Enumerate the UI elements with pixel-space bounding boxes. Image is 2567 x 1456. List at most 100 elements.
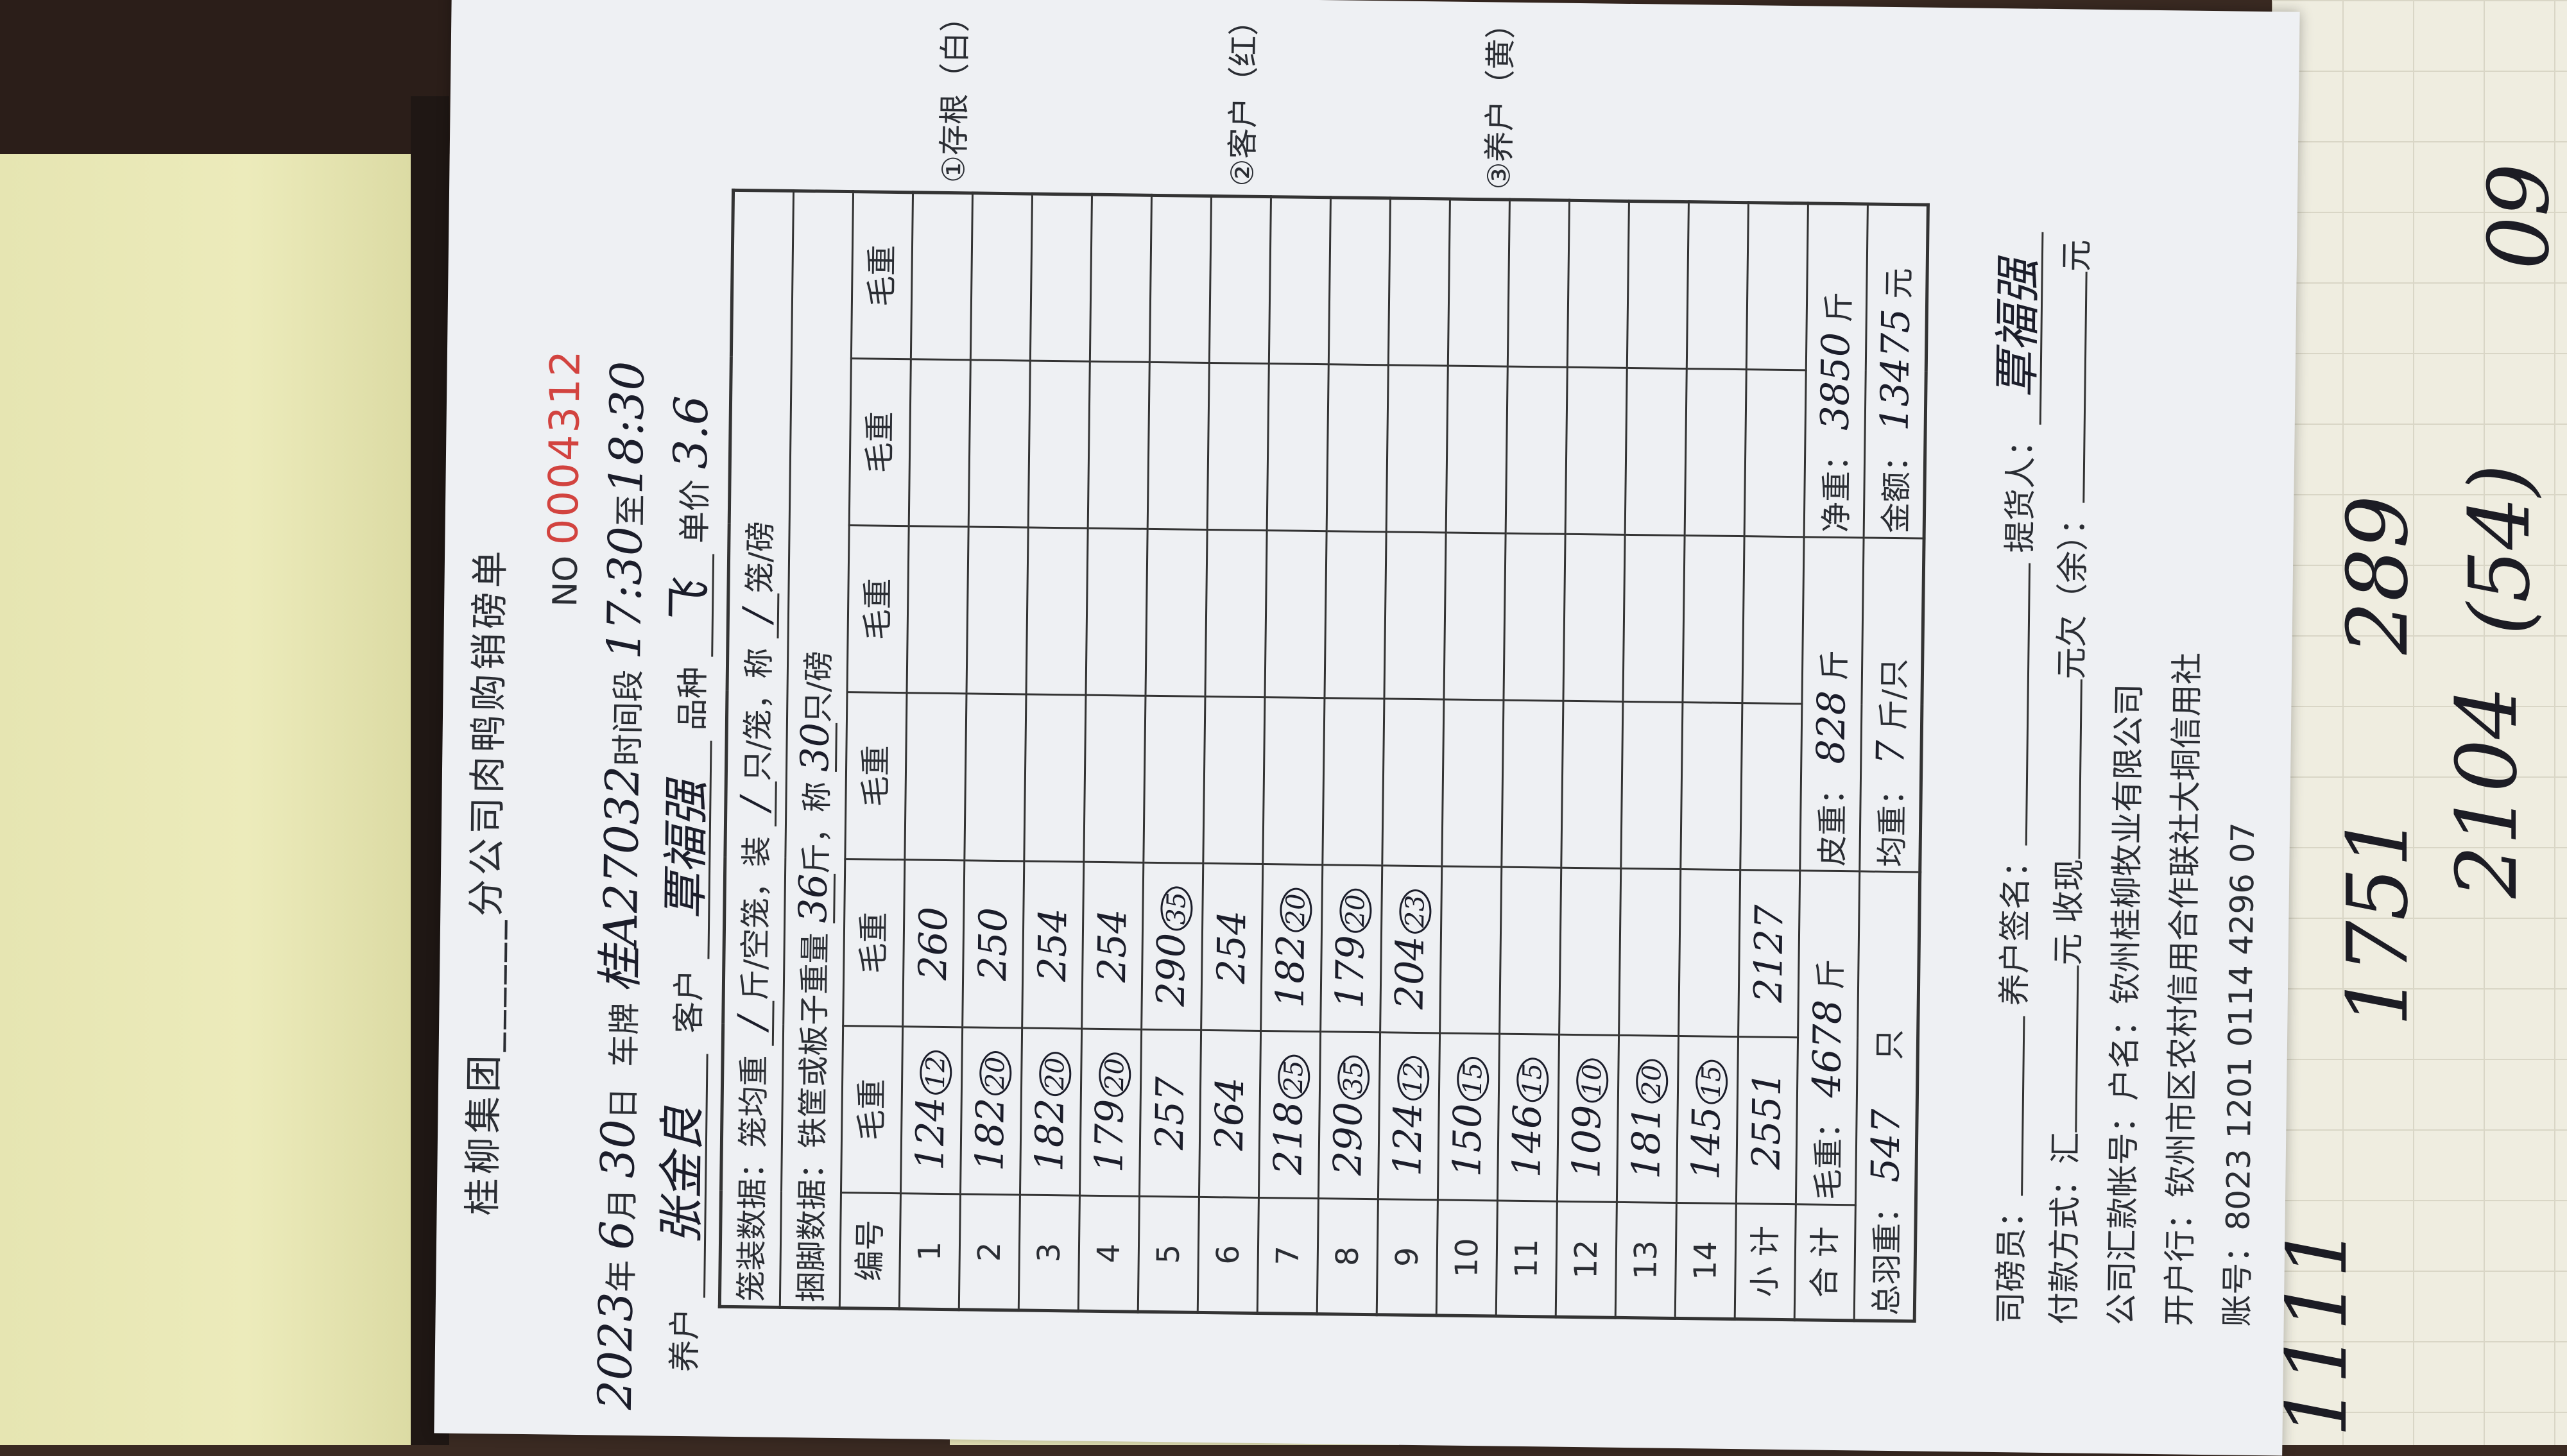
weight-cell bbox=[1446, 366, 1508, 534]
weight-cell: 21825 bbox=[1258, 1031, 1321, 1199]
label: 提货人： bbox=[2001, 424, 2040, 553]
gross-weight: 124 bbox=[907, 1097, 954, 1171]
tare-value: 828 bbox=[1808, 690, 1855, 764]
amount: 金额： 13475 元 bbox=[1864, 203, 1928, 539]
weight-cell bbox=[1443, 532, 1506, 701]
weight-cell bbox=[1203, 696, 1265, 864]
weight-cell bbox=[1448, 198, 1510, 367]
weight-cell bbox=[1269, 196, 1331, 364]
yellow-notepad bbox=[0, 109, 411, 1445]
label: 车牌 bbox=[605, 1002, 644, 1067]
weight-cell bbox=[909, 359, 971, 527]
subtotal-value: 2551 bbox=[1744, 1071, 1790, 1170]
weight-cell bbox=[1328, 197, 1391, 365]
gross-weight: 179 bbox=[1327, 934, 1373, 1009]
label: 笼装数据：笼均重 bbox=[734, 1055, 773, 1302]
weight-cell bbox=[966, 526, 1029, 695]
row-number: 6 bbox=[1198, 1197, 1259, 1314]
weight-cell bbox=[1563, 534, 1626, 702]
weight-cell: 15015 bbox=[1438, 1032, 1500, 1201]
row-number: 12 bbox=[1556, 1201, 1617, 1318]
weight-cell bbox=[1507, 200, 1570, 368]
bird-count: 20 bbox=[1098, 1052, 1131, 1097]
weight-cell bbox=[1561, 701, 1623, 869]
weight-cell bbox=[1501, 700, 1563, 868]
no-label: NO bbox=[546, 555, 586, 608]
weight-cell bbox=[1267, 363, 1329, 531]
cash-blank bbox=[2078, 679, 2082, 859]
gross-weight: 257 bbox=[1147, 1076, 1193, 1151]
label: 总羽重： bbox=[1868, 1192, 1906, 1316]
bird-count: 15 bbox=[1516, 1057, 1549, 1102]
weight-cell bbox=[1090, 194, 1152, 363]
gross-total: 毛重： 4678 斤 bbox=[1796, 870, 1860, 1205]
transfer-blank bbox=[2075, 965, 2079, 1133]
breed: 飞 bbox=[662, 553, 716, 657]
weight-cell: 260 bbox=[902, 859, 965, 1027]
unit: 元 bbox=[1880, 268, 1918, 299]
weight-cell bbox=[1627, 201, 1689, 369]
row-number: 5 bbox=[1138, 1196, 1199, 1313]
farmer-sign-blank bbox=[2025, 563, 2031, 846]
bird-count: 23 bbox=[1398, 889, 1432, 934]
unit: 斤 bbox=[1821, 291, 1857, 323]
weight-cell bbox=[968, 359, 1031, 528]
gross-weight: 150 bbox=[1445, 1103, 1491, 1178]
weight-cell: 29035 bbox=[1318, 1031, 1380, 1199]
bird-count: 20 bbox=[1280, 887, 1312, 932]
row-number: 9 bbox=[1377, 1199, 1438, 1315]
summary-row: 总羽重： 547 只均重： 7 斤/只 金额： 13475 元 bbox=[1854, 203, 1928, 1321]
label: 只/笼，称 bbox=[739, 647, 778, 782]
label: 笼/磅 bbox=[742, 520, 779, 594]
farmer-name: 张金良 bbox=[654, 1053, 710, 1298]
weight-cell bbox=[964, 693, 1026, 861]
weight-cell bbox=[1620, 701, 1683, 869]
weight-cell: 254 bbox=[1201, 863, 1263, 1031]
weight-cell bbox=[1680, 702, 1742, 870]
gross-weight: 254 bbox=[1208, 910, 1255, 984]
label: 只/磅 bbox=[800, 650, 837, 723]
gross-weight: 260 bbox=[910, 906, 957, 981]
month: 6 bbox=[589, 1220, 644, 1251]
weight-cell bbox=[1622, 535, 1685, 703]
bird-count: 35 bbox=[1337, 1055, 1370, 1100]
weight-cell: 18220 bbox=[1020, 1027, 1082, 1196]
gross-weight: 145 bbox=[1683, 1106, 1730, 1181]
bird-count: 15 bbox=[1456, 1056, 1490, 1102]
header-gross: 毛重 bbox=[841, 1025, 903, 1194]
weight-cell bbox=[1439, 866, 1502, 1034]
label: 斤，称 bbox=[798, 781, 836, 875]
weight-cell: 12412 bbox=[1378, 1032, 1440, 1200]
gross-weight: 182 bbox=[1027, 1098, 1073, 1172]
weight-cell bbox=[1024, 694, 1086, 862]
gross-weight: 204 bbox=[1387, 936, 1433, 1010]
weight-cell: 10910 bbox=[1557, 1034, 1619, 1203]
gross-weight: 182 bbox=[1267, 934, 1314, 1009]
gross-weight: 109 bbox=[1564, 1104, 1610, 1179]
weight-cell bbox=[1384, 531, 1447, 699]
average-weight: 均重： 7 斤/只 bbox=[1859, 537, 1925, 873]
gross-weight: 250 bbox=[970, 907, 1017, 982]
label: 斤/空笼，装 bbox=[737, 835, 775, 1001]
gross-weight: 254 bbox=[1089, 908, 1136, 983]
signature-line: 司磅员： 养户签名： 提货人：覃福强 bbox=[1982, 232, 2045, 1324]
year: 2023 bbox=[587, 1292, 644, 1410]
birds-per-weigh: 30 bbox=[793, 722, 839, 773]
header-gross: 毛重 bbox=[843, 859, 905, 1027]
weight-cell bbox=[1322, 698, 1384, 866]
weight-cell bbox=[1026, 527, 1088, 696]
row-number: 10 bbox=[1436, 1199, 1498, 1317]
label: 司磅员： bbox=[1991, 1195, 2031, 1324]
net-total: 净重： 3850 斤 bbox=[1804, 203, 1868, 538]
weight-cell bbox=[970, 193, 1033, 361]
weight-cell bbox=[1388, 198, 1450, 366]
bird-count-total: 总羽重： 547 只 bbox=[1854, 871, 1920, 1321]
label: 净重： bbox=[1818, 440, 1856, 533]
label: 金额： bbox=[1878, 440, 1916, 534]
weight-cell bbox=[1088, 361, 1150, 529]
day: 30 bbox=[590, 1118, 646, 1179]
weight-cell bbox=[1149, 195, 1212, 363]
dark-background bbox=[0, 0, 488, 154]
owed-blank bbox=[2082, 271, 2088, 503]
unit: 斤/只 bbox=[1875, 658, 1912, 731]
